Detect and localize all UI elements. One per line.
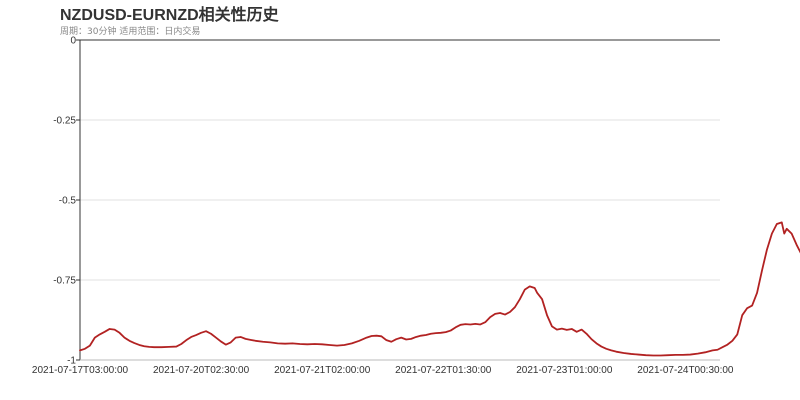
x-tick-label: 2021-07-21T02:00:00	[274, 365, 371, 376]
chart-subtitle: 周期：30分钟 适用范围：日内交易	[60, 27, 201, 37]
y-tick-label: -0.25	[53, 116, 76, 127]
y-tick-label: -0.5	[59, 196, 77, 207]
series-layer	[79, 221, 800, 357]
series-line	[79, 221, 800, 357]
x-tick-label: 2021-07-17T03:00:00	[32, 365, 129, 376]
axes	[76, 39, 720, 361]
x-tick-label: 2021-07-24T00:30:00	[637, 365, 734, 376]
x-tick-label: 2021-07-22T01:30:00	[395, 365, 492, 376]
grid-lines	[80, 119, 720, 281]
y-tick-label: -1	[67, 356, 76, 367]
x-tick-label: 2021-07-20T02:30:00	[153, 365, 250, 376]
y-tick-label: 0	[70, 36, 76, 47]
chart-title: NZDUSD-EURNZD相关性历史	[60, 7, 279, 24]
y-tick-label: -0.75	[53, 276, 76, 287]
x-tick-label: 2021-07-23T01:00:00	[516, 365, 613, 376]
